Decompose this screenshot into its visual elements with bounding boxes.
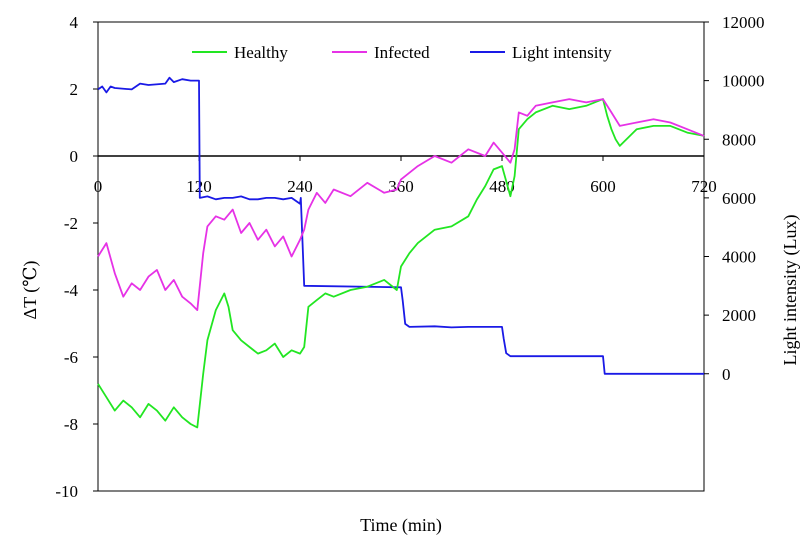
x-tick-label: 0 xyxy=(94,177,103,196)
legend-label-infected: Infected xyxy=(374,43,430,62)
y-left-tick-label: 4 xyxy=(70,13,79,32)
y-left-tick-label: -8 xyxy=(64,415,78,434)
y-left-tick-label: -10 xyxy=(55,482,78,501)
y-right-tick-label: 6000 xyxy=(722,189,756,208)
y-right-tick-label: 8000 xyxy=(722,130,756,149)
y-axis-right-title: Light intensity (Lux) xyxy=(780,215,801,366)
series-lines xyxy=(97,76,705,429)
y-left-tick-label: -6 xyxy=(64,348,78,367)
series-line-healthy xyxy=(97,98,705,429)
legend-label-healthy: Healthy xyxy=(234,43,288,62)
y-left-tick-label: -4 xyxy=(64,281,79,300)
y-left-ticks: -10 -8 -6 -4 -2 0 2 4 xyxy=(55,13,98,501)
y-right-tick-label: 10000 xyxy=(722,72,765,91)
y-left-tick-label: 2 xyxy=(70,80,79,99)
x-tick-label: 240 xyxy=(287,177,313,196)
x-axis-title: Time (min) xyxy=(360,515,442,536)
x-tick-label: 360 xyxy=(388,177,414,196)
y-left-tick-label: -2 xyxy=(64,214,78,233)
x-tick-label: 720 xyxy=(691,177,717,196)
y-right-tick-label: 2000 xyxy=(722,306,756,325)
series-line-infected xyxy=(97,98,705,312)
y-right-tick-label: 0 xyxy=(722,365,731,384)
plot-frame xyxy=(97,21,705,492)
legend: Healthy Infected Light intensity xyxy=(192,43,612,62)
legend-label-light-intensity: Light intensity xyxy=(512,43,612,62)
y-right-tick-label: 4000 xyxy=(722,248,756,267)
x-tick-label: 600 xyxy=(590,177,616,196)
series-line-light-intensity xyxy=(97,76,704,375)
y-right-ticks: 0 2000 4000 6000 8000 10000 12000 xyxy=(704,13,765,384)
y-right-tick-label: 12000 xyxy=(722,13,765,32)
y-left-tick-label: 0 xyxy=(70,147,79,166)
y-axis-left-title: ΔT (℃) xyxy=(20,261,41,320)
